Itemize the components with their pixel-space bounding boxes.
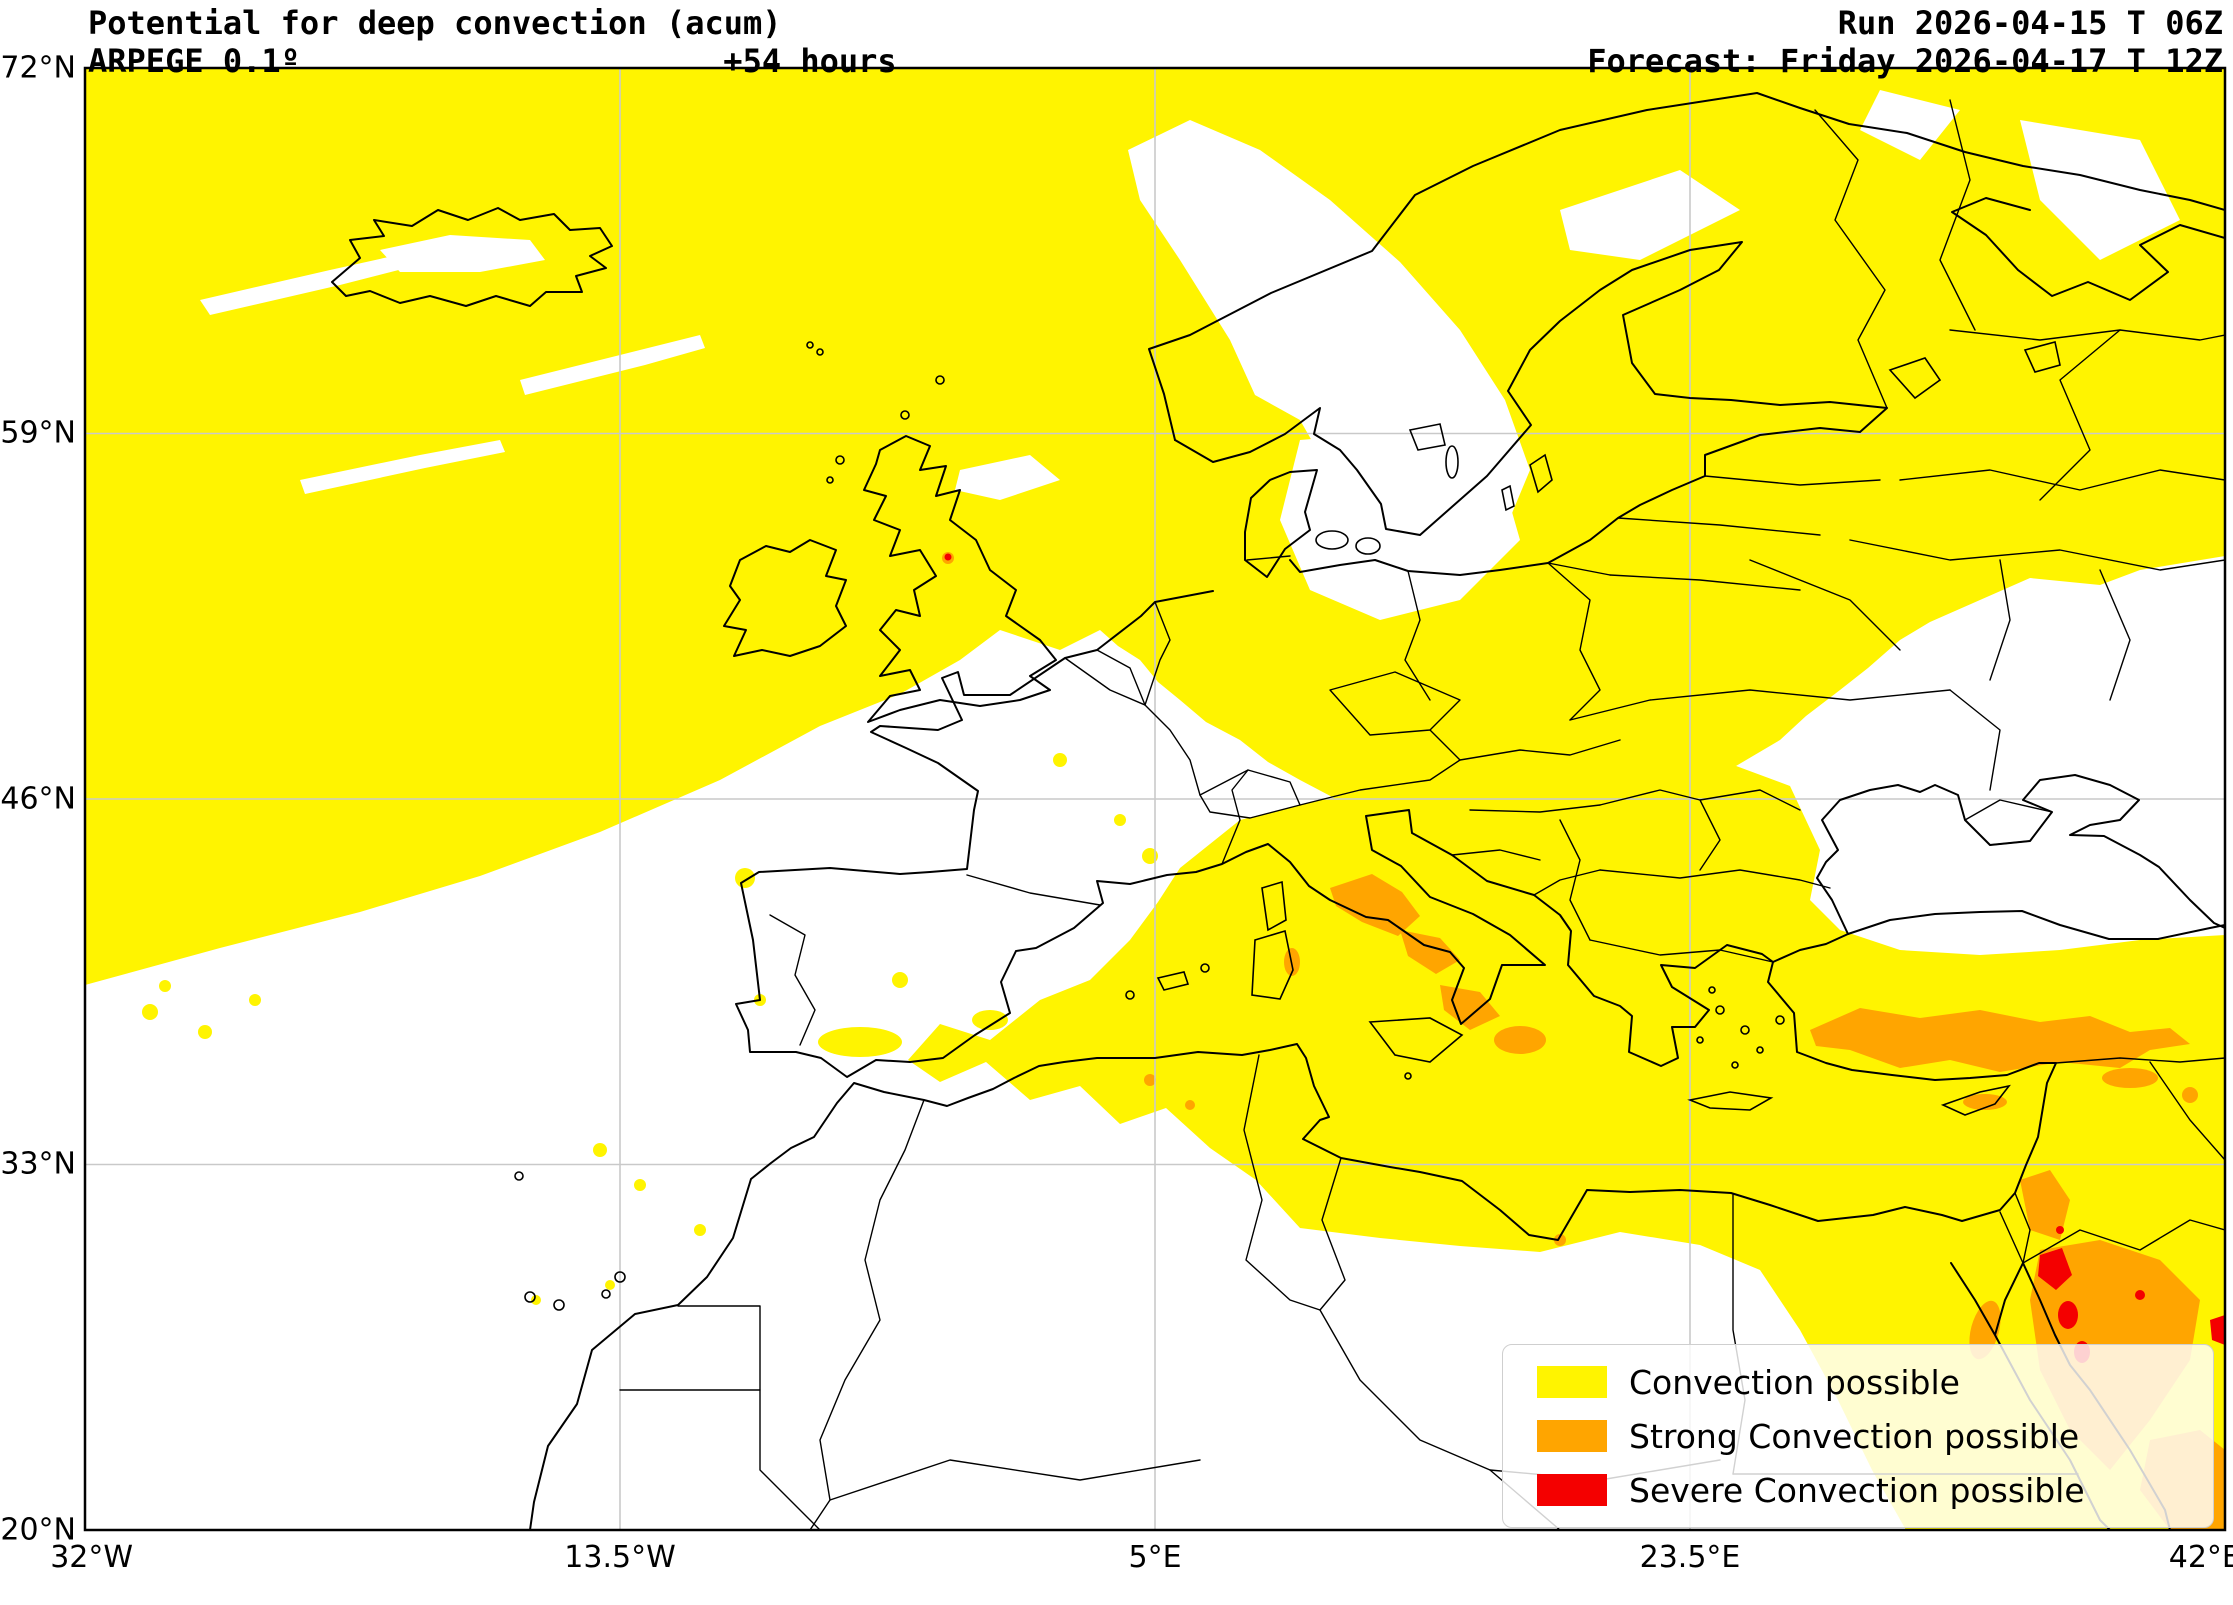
model-label: ARPEGE 0.1º: [88, 42, 300, 80]
coast-great-britain: [863, 435, 1057, 723]
strong-region-central-italy: [1330, 874, 1420, 936]
legend-label-convection: Convection possible: [1629, 1362, 1960, 1402]
country-borders: [619, 99, 2225, 1530]
coast-continental-west: [735, 590, 2225, 1078]
lead-time-label: +54 hours: [723, 42, 897, 80]
y-tick-33n: 33°N: [0, 1146, 76, 1182]
legend-item-strong-convection: Strong Convection possible: [1537, 1417, 2203, 1456]
legend-item-severe-convection: Severe Convection possible: [1537, 1471, 2203, 1510]
convection-streak-atlantic-3: [85, 905, 240, 962]
coastlines: [331, 92, 2225, 1530]
legend-swatch-severe-convection: [1537, 1474, 1607, 1506]
coast-baltic: [1174, 241, 1888, 576]
x-tick-5e: 5°E: [1128, 1540, 1182, 1575]
coast-ireland: [723, 539, 847, 657]
x-tick-23-5e: 23.5°E: [1639, 1540, 1741, 1575]
legend-label-strong-convection: Strong Convection possible: [1629, 1416, 2080, 1456]
page-title: Potential for deep convection (acum): [88, 4, 782, 42]
convection-region-mediterranean: [908, 700, 2225, 1530]
x-tick-32w: 32°W: [50, 1540, 134, 1575]
legend-swatch-convection: [1537, 1366, 1607, 1398]
coast-turkey-africa: [529, 961, 2057, 1530]
convection-streak-atlantic-2: [85, 802, 312, 886]
y-tick-59n: 59°N: [0, 415, 76, 451]
run-label: Run 2026-04-15 T 06Z: [1837, 4, 2223, 42]
coast-denmark: [1244, 469, 1318, 578]
legend-item-convection: Convection possible: [1537, 1363, 2203, 1402]
coast-white-sea: [1951, 197, 2225, 301]
strong-region-southern-turkey: [1810, 1008, 2190, 1072]
map-frame: [83, 66, 2227, 1532]
legend-swatch-strong-convection: [1537, 1420, 1607, 1452]
graticule: [85, 68, 2225, 1530]
y-tick-20n: 20°N: [0, 1512, 76, 1548]
x-tick-13-5w: 13.5°W: [564, 1540, 676, 1575]
y-tick-72n: 72°N: [0, 50, 76, 86]
coast-norway: [1148, 92, 2225, 441]
clear-patch-lapland: [1560, 170, 1740, 260]
coast-iceland: [331, 207, 613, 307]
legend-label-severe-convection: Severe Convection possible: [1629, 1470, 2085, 1510]
y-tick-46n: 46°N: [0, 781, 76, 817]
clear-patches-layer: [200, 90, 2180, 620]
strong-region-levant: [2020, 1170, 2070, 1240]
clear-patch-baltic: [1280, 430, 1520, 620]
forecast-label: Forecast: Friday 2026-04-17 T 12Z: [1587, 42, 2223, 80]
severe-spot-jordan: [2038, 1248, 2072, 1290]
convection-streak-atlantic-1: [85, 622, 510, 762]
x-tick-42e: 42°E: [2168, 1540, 2233, 1575]
legend: Convection possible Strong Convection po…: [1502, 1344, 2214, 1528]
